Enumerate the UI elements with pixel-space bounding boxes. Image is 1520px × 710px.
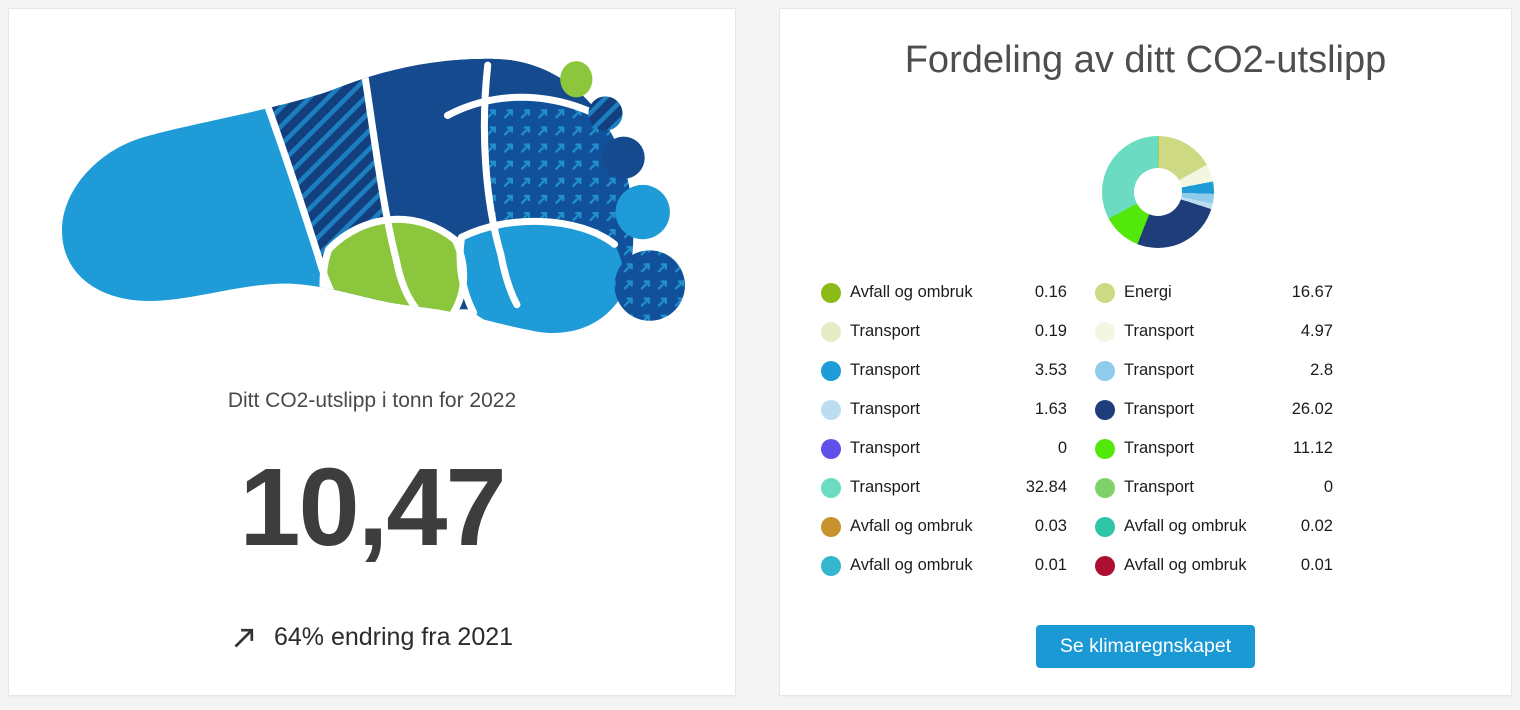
legend-color-dot [1095, 399, 1115, 420]
legend-value: 32.84 [1025, 478, 1067, 496]
legend-item: Avfall og ombruk 0.03 [821, 507, 1067, 546]
legend-value: 0.03 [1034, 517, 1067, 535]
legend-value: 0.01 [1034, 556, 1067, 574]
legend-color-dot [821, 477, 841, 498]
legend-label: Energi [1124, 283, 1172, 301]
footprint-toe-navy [602, 136, 645, 179]
legend-value: 26.02 [1291, 400, 1333, 418]
legend-color-dot [1095, 321, 1115, 342]
change-row: 64% endring fra 2021 [9, 623, 735, 652]
view-climate-accounts-button[interactable]: Se klimaregnskapet [1035, 625, 1256, 668]
legend-item: Transport 1.63 [821, 390, 1067, 429]
footprint-toe-hatched [588, 96, 623, 131]
legend-label: Transport [850, 361, 920, 379]
footprint-toe-arrow [614, 250, 685, 321]
legend-item: Avfall og ombruk 0.01 [821, 546, 1067, 585]
footprint-ball-segment [460, 221, 624, 333]
legend-value: 0 [1057, 439, 1067, 457]
legend-label: Avfall og ombruk [850, 556, 973, 574]
carbon-footprint-graphic [62, 58, 685, 333]
legend-label: Transport [850, 478, 920, 496]
footprint-toes [560, 61, 685, 321]
legend-label: Avfall og ombruk [1124, 517, 1247, 535]
legend-value: 0.01 [1300, 556, 1333, 574]
change-text: 64% endring fra 2021 [273, 623, 514, 651]
legend-value: 0 [1323, 478, 1333, 496]
legend-value: 0.19 [1034, 322, 1067, 340]
legend-color-dot [821, 399, 841, 420]
donut-chart [1102, 136, 1214, 248]
legend-item: Transport 0 [821, 429, 1067, 468]
legend-color-dot [1095, 516, 1115, 537]
legend-color-dot [1095, 360, 1115, 381]
legend-item: Transport 0.19 [821, 312, 1067, 351]
legend-item: Transport 4.97 [1095, 312, 1333, 351]
legend-item: Transport 11.12 [1095, 429, 1333, 468]
legend-color-dot [821, 438, 841, 459]
legend-color-dot [1095, 477, 1115, 498]
legend-item: Energi 16.67 [1095, 273, 1333, 312]
legend-value: 0.02 [1300, 517, 1333, 535]
legend-value: 0.16 [1034, 283, 1067, 301]
legend-column-right: Energi 16.67 Transport 4.97 Transport 2.8 Tran… [1095, 273, 1333, 585]
legend-item: Transport 3.53 [821, 351, 1067, 390]
legend-color-dot [1095, 438, 1115, 459]
legend-value: 2.8 [1310, 361, 1333, 379]
legend-value: 3.53 [1034, 361, 1067, 379]
legend-column-left: Avfall og ombruk 0.16 Transport 0.19 Transpo… [821, 273, 1067, 585]
legend-label: Avfall og ombruk [1124, 556, 1247, 574]
chart-title: Fordeling av ditt CO2-utslipp [904, 39, 1387, 81]
legend-label: Transport [1124, 361, 1194, 379]
legend-color-dot [821, 360, 841, 381]
trend-up-arrow-icon [234, 628, 254, 648]
legend-value: 4.97 [1300, 322, 1333, 340]
legend-color-dot [821, 282, 841, 303]
legend-label: Transport [1124, 439, 1194, 457]
legend-label: Avfall og ombruk [850, 283, 973, 301]
legend-item: Transport 32.84 [821, 468, 1067, 507]
distribution-card: Fordeling av ditt CO2-utslipp Avfall og … [779, 8, 1512, 696]
legend-item: Avfall og ombruk 0.02 [1095, 507, 1333, 546]
legend-label: Transport [850, 322, 920, 340]
emissions-value: 10,47 [239, 446, 506, 569]
footprint-toe-green [560, 61, 593, 98]
legend-value: 1.63 [1034, 400, 1067, 418]
legend-color-dot [1095, 282, 1115, 303]
emissions-summary-card: Ditt CO2-utslipp i tonn for 2022 10,47 6… [8, 8, 736, 696]
legend-color-dot [821, 555, 841, 576]
legend-color-dot [821, 516, 841, 537]
legend-label: Transport [850, 400, 920, 418]
legend-item: Transport 26.02 [1095, 390, 1333, 429]
legend-color-dot [821, 321, 841, 342]
legend-label: Avfall og ombruk [850, 517, 973, 535]
legend-label: Transport [850, 439, 920, 457]
legend-item: Avfall og ombruk 0.01 [1095, 546, 1333, 585]
legend-color-dot [1095, 555, 1115, 576]
emissions-caption: Ditt CO2-utslipp i tonn for 2022 [227, 389, 517, 412]
button-row: Se klimaregnskapet [780, 625, 1511, 668]
legend-value: 16.67 [1291, 283, 1333, 301]
legend-label: Transport [1124, 322, 1194, 340]
legend-value: 11.12 [1292, 439, 1333, 457]
legend-item: Transport 0 [1095, 468, 1333, 507]
chart-legend: Avfall og ombruk 0.16 Transport 0.19 Transpo… [821, 273, 1333, 585]
donut-hole [1134, 168, 1182, 216]
legend-item: Transport 2.8 [1095, 351, 1333, 390]
footprint-toe-sky [615, 184, 670, 240]
legend-label: Transport [1124, 478, 1194, 496]
legend-label: Transport [1124, 400, 1194, 418]
legend-item: Avfall og ombruk 0.16 [821, 273, 1067, 312]
